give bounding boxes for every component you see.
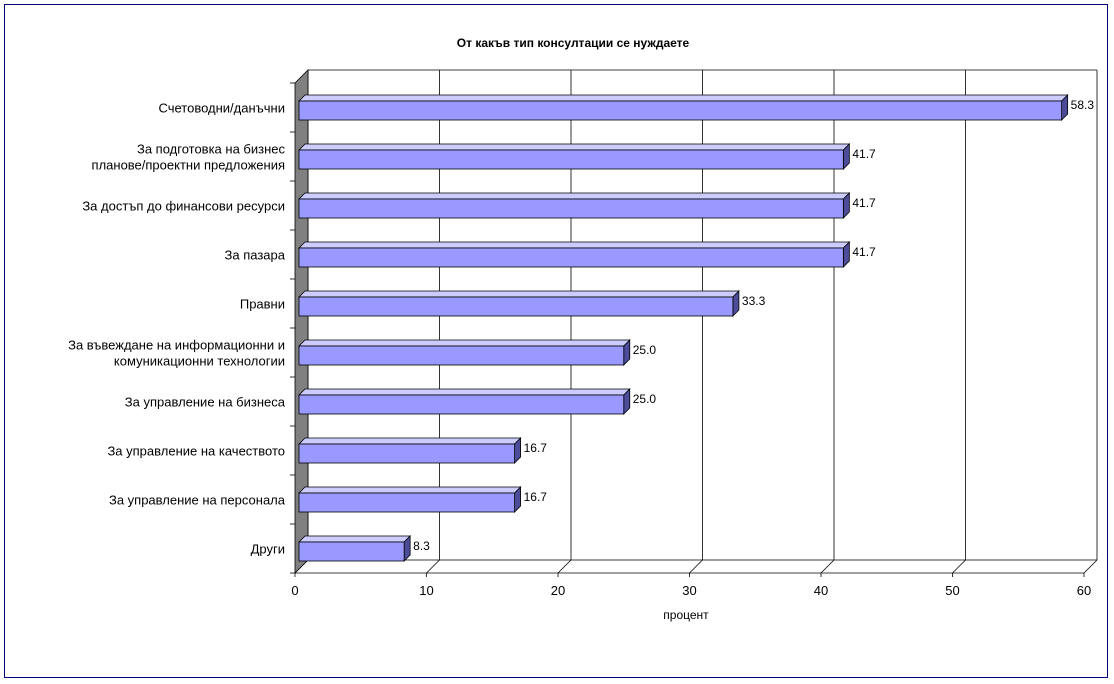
category-labels: Счетоводни/данъчни За подготовка на бизне… bbox=[68, 101, 286, 557]
category-label-line: комуникационни технологии bbox=[114, 354, 285, 369]
data-label: 41.7 bbox=[852, 196, 876, 210]
bar-front-face bbox=[298, 100, 1063, 121]
bar-front-face bbox=[298, 394, 625, 415]
bar-front-face bbox=[298, 345, 625, 366]
bar-front-face bbox=[298, 198, 844, 219]
category-label-line: За въвеждане на информационни и bbox=[68, 338, 285, 353]
data-label: 16.7 bbox=[524, 441, 548, 455]
category-label: Счетоводни/данъчни bbox=[158, 101, 285, 116]
bars: 58.3 41.7 41.7 41.7 33.3 25.0 25.0 16.7 16.7 8.3 bbox=[298, 94, 1095, 562]
x-tick-label: 50 bbox=[945, 583, 959, 598]
category-label: За достъп до финансови ресурси bbox=[82, 199, 285, 214]
chart-title: От какъв тип консултации се нуждаете bbox=[457, 36, 690, 50]
data-label: 33.3 bbox=[742, 294, 766, 308]
category-label: За въвеждане на информационни и комуникац… bbox=[68, 338, 285, 369]
category-label-line: Счетоводни/данъчни bbox=[158, 101, 285, 116]
category-label-line: За управление на бизнеса bbox=[125, 395, 286, 410]
category-label-line: Други bbox=[251, 542, 285, 557]
bar bbox=[298, 94, 1069, 121]
bar bbox=[298, 339, 631, 366]
category-label-line: Правни bbox=[240, 297, 285, 312]
bar-front-face bbox=[298, 541, 405, 562]
bar bbox=[298, 143, 851, 170]
category-label-line: За пазара bbox=[225, 248, 286, 263]
category-label: За пазара bbox=[225, 248, 286, 263]
x-tick-label: 10 bbox=[419, 583, 433, 598]
x-tick-label: 0 bbox=[291, 583, 298, 598]
floor-gridline bbox=[426, 559, 440, 574]
x-tick-label: 20 bbox=[551, 583, 565, 598]
category-label-line: За подготовка на бизнес bbox=[137, 142, 286, 157]
x-tick-labels: 0 10 20 30 40 50 60 bbox=[291, 583, 1091, 598]
data-label: 58.3 bbox=[1071, 98, 1095, 112]
x-tick-label: 30 bbox=[682, 583, 696, 598]
chart-frame: От какъв тип консултации се нуждаете 58.… bbox=[4, 4, 1108, 678]
bar-top-face bbox=[298, 339, 631, 347]
bar-top-face bbox=[298, 143, 851, 151]
x-tick-label: 60 bbox=[1077, 583, 1091, 598]
floor-gridline bbox=[1083, 559, 1098, 574]
category-label: За подготовка на бизнес планове/проектни … bbox=[92, 142, 286, 173]
category-label-line: За достъп до финансови ресурси bbox=[82, 199, 285, 214]
bar bbox=[298, 486, 522, 513]
category-label: За управление на бизнеса bbox=[125, 395, 286, 410]
bar-chart: От какъв тип консултации се нуждаете 58.… bbox=[68, 36, 1098, 622]
data-label: 8.3 bbox=[413, 539, 430, 553]
category-label: Други bbox=[251, 542, 285, 557]
bar-top-face bbox=[298, 241, 851, 249]
category-label: За управление на качеството bbox=[107, 444, 285, 459]
bar-top-face bbox=[298, 535, 412, 543]
data-label: 25.0 bbox=[633, 343, 657, 357]
bar-front-face bbox=[298, 443, 516, 464]
floor-gridline bbox=[820, 559, 835, 574]
bar-top-face bbox=[298, 192, 851, 200]
floor-gridline bbox=[689, 559, 703, 574]
bar-front-face bbox=[298, 492, 516, 513]
bar-top-face bbox=[298, 388, 631, 396]
data-label: 41.7 bbox=[852, 147, 876, 161]
bar-top-face bbox=[298, 486, 522, 494]
bar-front-face bbox=[298, 296, 734, 317]
bar-front-face bbox=[298, 149, 844, 170]
data-label: 41.7 bbox=[852, 245, 876, 259]
bar bbox=[298, 241, 851, 268]
bar-top-face bbox=[298, 437, 522, 445]
category-label-line: За управление на персонала bbox=[109, 493, 286, 508]
x-tick-label: 40 bbox=[814, 583, 828, 598]
floor-gridline bbox=[952, 559, 966, 574]
category-label-line: За управление на качеството bbox=[107, 444, 285, 459]
data-label: 16.7 bbox=[524, 490, 548, 504]
bar bbox=[298, 437, 522, 464]
bar bbox=[298, 290, 740, 317]
bar-top-face bbox=[298, 94, 1069, 102]
bar bbox=[298, 388, 631, 415]
category-label: За управление на персонала bbox=[109, 493, 286, 508]
bar-front-face bbox=[298, 247, 844, 268]
bar-top-face bbox=[298, 290, 740, 298]
category-label: Правни bbox=[240, 297, 285, 312]
data-label: 25.0 bbox=[633, 392, 657, 406]
category-label-line: планове/проектни предложения bbox=[92, 158, 285, 173]
bar bbox=[298, 192, 851, 219]
floor-gridline bbox=[557, 559, 572, 574]
x-axis-label: процент bbox=[663, 608, 709, 622]
bar bbox=[298, 535, 412, 562]
